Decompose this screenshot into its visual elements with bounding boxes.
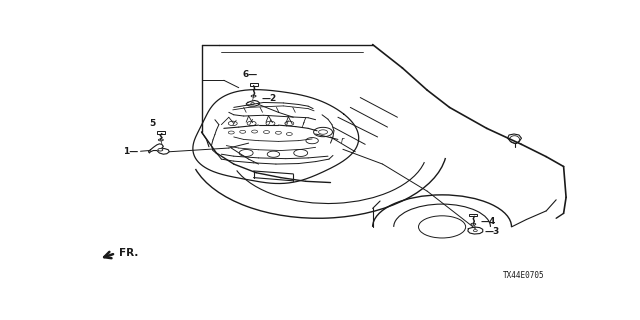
Text: 1—: 1— [124, 147, 138, 156]
Text: TX44E0705: TX44E0705 [503, 271, 545, 280]
Text: 5: 5 [148, 119, 155, 128]
Bar [157, 131, 165, 133]
Text: —2: —2 [261, 94, 276, 103]
Text: —4: —4 [481, 217, 496, 226]
Text: FR.: FR. [118, 248, 138, 258]
Text: r: r [340, 136, 344, 145]
Bar [250, 83, 257, 86]
Text: 6—: 6— [243, 70, 257, 79]
Bar [469, 213, 477, 216]
Text: —3: —3 [484, 227, 500, 236]
